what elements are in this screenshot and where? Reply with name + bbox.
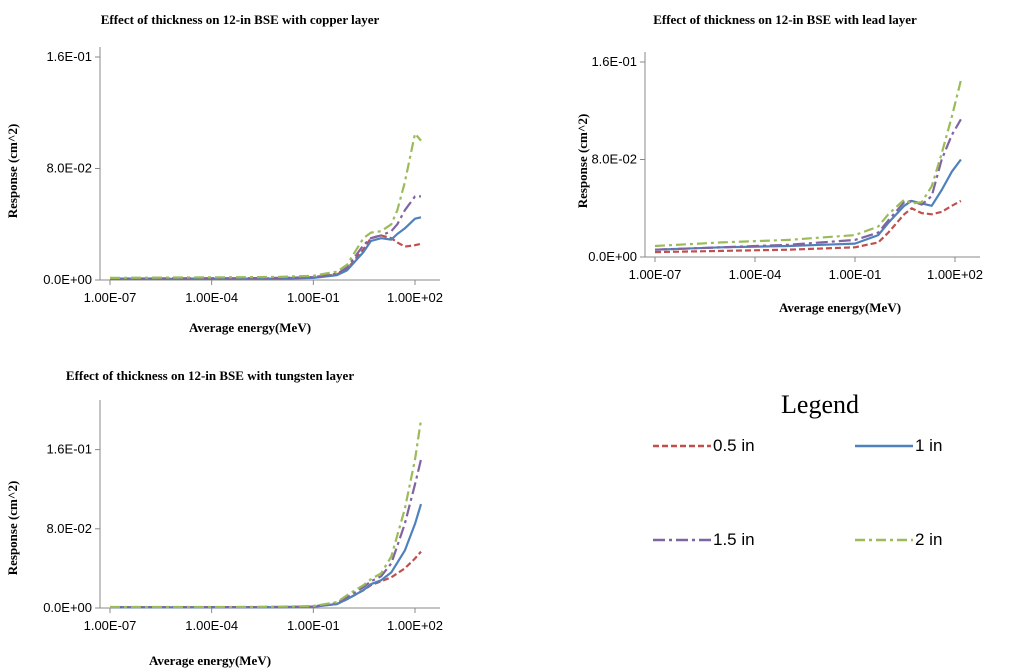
legend-label: 1 in xyxy=(915,436,943,455)
series-line-0-5-in xyxy=(110,234,422,280)
x-tick-label: 1.00E+02 xyxy=(387,618,443,633)
legend-title: Legend xyxy=(781,390,859,419)
y-tick-label: 1.6E-01 xyxy=(46,442,92,457)
legend-swatch xyxy=(855,538,913,542)
legend-swatch xyxy=(855,444,913,448)
y-tick-label: 8.0E-02 xyxy=(46,521,92,536)
x-tick-label: 1.00E-07 xyxy=(84,290,137,305)
chart-svg: 0.0E+00 8.0E-02 1.6E-01 1.00E-07 1.00E-04 1.0… xyxy=(588,52,983,282)
legend-item-0-5in: 0.5 in xyxy=(653,436,755,456)
x-tick-label: 1.00E-07 xyxy=(629,267,682,282)
x-tick-label: 1.00E-01 xyxy=(287,618,340,633)
chart-panel-lead: Effect of thickness on 12-in BSE with le… xyxy=(560,0,1015,340)
y-tick-label: 1.6E-01 xyxy=(591,54,637,69)
chart-svg: 0.0E+00 8.0E-02 1.6E-01 1.00E-07 1.00E-04 1.0… xyxy=(43,47,443,305)
y-tick-label: 8.0E-02 xyxy=(46,161,92,176)
x-tick-label: 1.00E-04 xyxy=(185,290,238,305)
y-tick-label: 8.0E-02 xyxy=(591,152,637,167)
legend-item-1-5in: 1.5 in xyxy=(653,530,755,550)
series-line-1-in xyxy=(110,216,422,280)
x-tick-label: 1.00E+02 xyxy=(387,290,443,305)
series-line-2-in xyxy=(109,132,422,279)
chart-panel-tungsten: Effect of thickness on 12-in BSE with tu… xyxy=(0,340,470,672)
chart-panel-copper: Effect of thickness on 12-in BSE with co… xyxy=(0,0,470,340)
series-line-1-5-in xyxy=(110,459,423,609)
series-line-1-in xyxy=(110,503,423,609)
x-tick-label: 1.00E-01 xyxy=(829,267,882,282)
legend-label: 1.5 in xyxy=(713,530,755,549)
legend-item-1in: 1 in xyxy=(855,436,942,456)
legend-swatch xyxy=(653,444,711,448)
legend-item-2in: 2 in xyxy=(855,530,942,550)
series-line-1-in xyxy=(654,158,962,251)
series-line-0-5-in xyxy=(654,199,962,254)
y-tick-label: 0.0E+00 xyxy=(43,600,92,615)
chart-title: Effect of thickness on 12-in BSE with tu… xyxy=(65,368,355,383)
series-line-1-5-in xyxy=(109,195,421,280)
y-tick-label: 0.0E+00 xyxy=(43,272,92,287)
chart-title: Effect of thickness on 12-in BSE with co… xyxy=(100,12,380,27)
x-axis-label: Average energy(MeV) xyxy=(778,300,902,315)
legend: Legend 0.5 in 1 in 1.5 in 2 in xyxy=(645,390,995,580)
legend-swatch xyxy=(653,538,711,542)
x-tick-label: 1.00E+02 xyxy=(927,267,983,282)
series-line-1-5-in xyxy=(654,118,962,251)
x-tick-label: 1.00E-04 xyxy=(729,267,782,282)
series-line-2-in xyxy=(654,80,962,248)
x-tick-label: 1.00E-07 xyxy=(84,618,137,633)
legend-label: 0.5 in xyxy=(713,436,755,455)
legend-label: 2 in xyxy=(915,530,943,549)
chart-title: Effect of thickness on 12-in BSE with le… xyxy=(653,12,917,27)
x-tick-label: 1.00E-04 xyxy=(185,618,238,633)
x-axis-label: Average energy(MeV) xyxy=(148,653,272,668)
chart-svg: 0.0E+00 8.0E-02 1.6E-01 1.00E-07 1.00E-04 1.0… xyxy=(43,400,443,633)
x-axis-label: Average energy(MeV) xyxy=(188,320,312,335)
y-tick-label: 1.6E-01 xyxy=(46,49,92,64)
y-tick-label: 0.0E+00 xyxy=(588,249,637,264)
x-tick-label: 1.00E-01 xyxy=(287,290,340,305)
series-line-2-in xyxy=(110,419,423,609)
